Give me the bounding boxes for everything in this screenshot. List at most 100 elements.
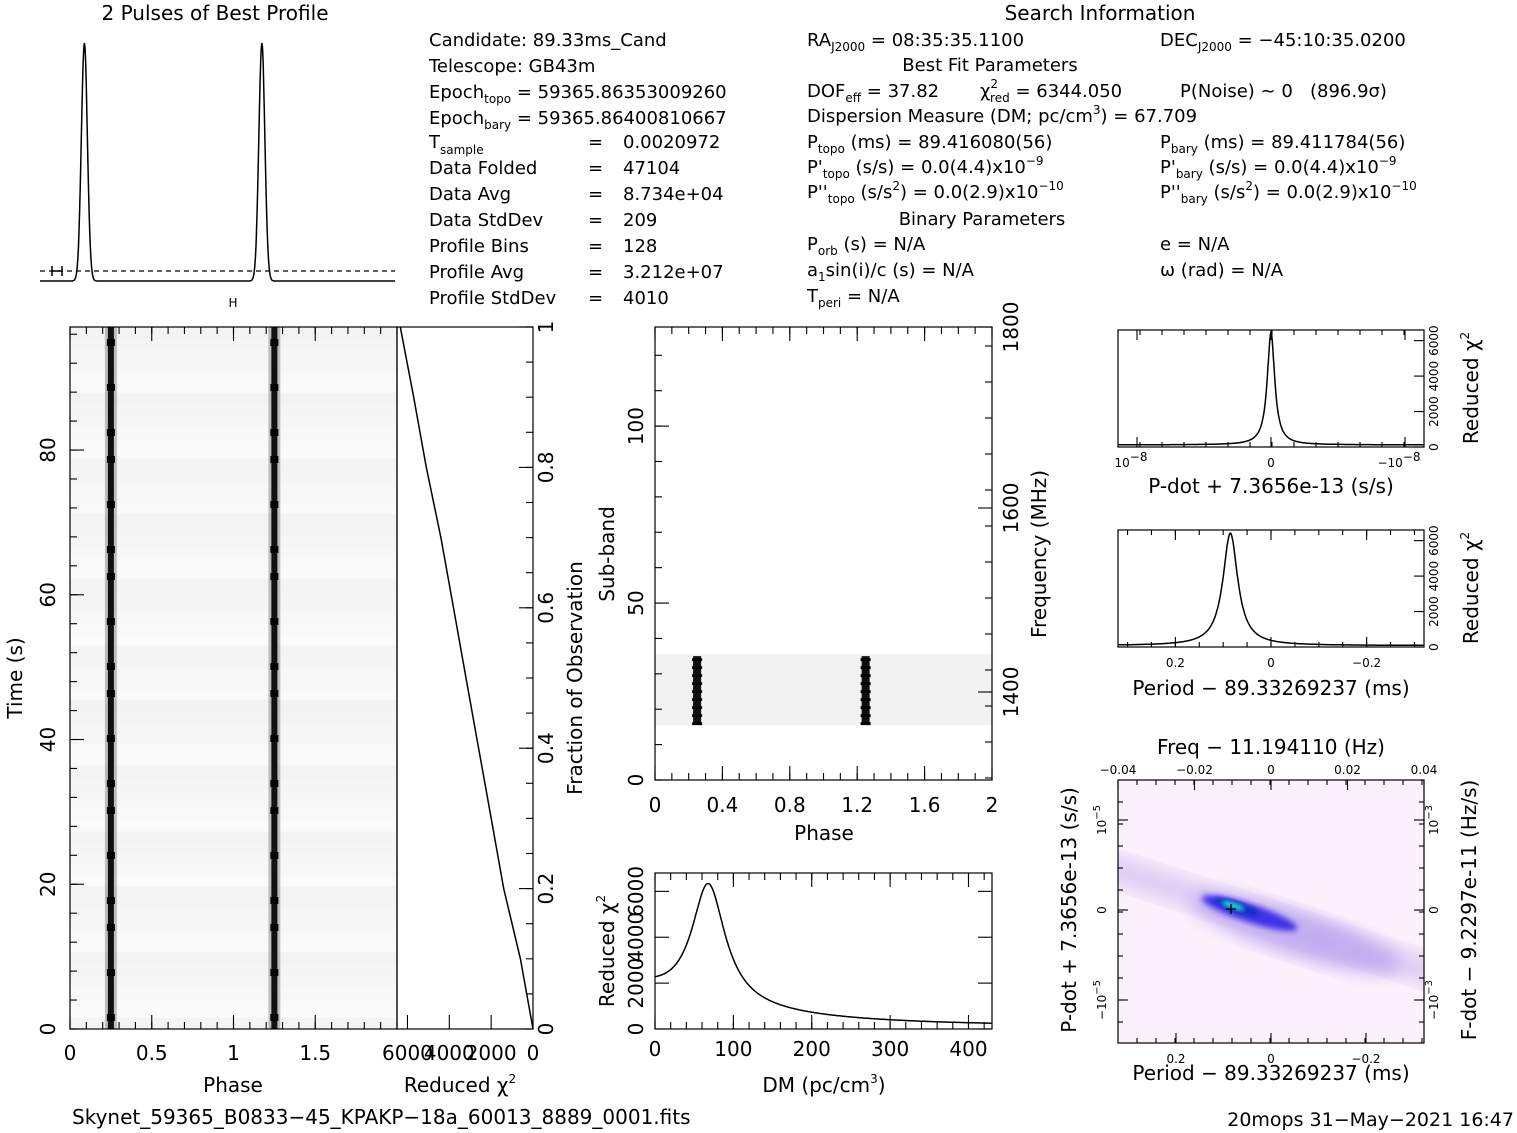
time-row-stripe bbox=[70, 579, 397, 591]
info-row-value: 3.212e+07 bbox=[623, 262, 724, 283]
pp-top-tick: 0.04 bbox=[1411, 763, 1438, 777]
time-phase-ticks: 0 0.5 1 1.5 0 20 40 60 80 bbox=[36, 327, 398, 1065]
pulse-segment bbox=[106, 690, 115, 697]
subband-pulse-segment bbox=[692, 706, 703, 710]
time-row-stripe bbox=[70, 678, 397, 690]
time-phase-ylabel: Time (s) bbox=[3, 637, 27, 719]
pulse-segment bbox=[106, 618, 115, 625]
pdot-xtick: −10−8 bbox=[1377, 450, 1420, 470]
fraction-obs-tick: 0.6 bbox=[534, 592, 558, 624]
pp-right-tick: 10−3 bbox=[1424, 805, 1441, 835]
subband-phase-panel: 0 0.4 0.8 1.2 1.6 2 0 50 100 1400 1600 1800 Phase S… bbox=[595, 302, 1051, 845]
time-row-stripe bbox=[70, 919, 397, 931]
period-chi-ticks: 0.2 0 −0.2 0 2000 4000 6000 bbox=[1127, 525, 1441, 670]
subband-pulse-segment bbox=[692, 674, 703, 678]
time-row-stripe bbox=[70, 787, 397, 800]
fraction-obs-tick: 0.2 bbox=[534, 873, 558, 905]
time-row-stripe bbox=[70, 392, 397, 405]
time-phase-ytick: 80 bbox=[36, 437, 60, 462]
time-row-stripe bbox=[70, 491, 397, 503]
pdot-bary-text: P'bary (s/s) = 0.0(4.4)x10−9 bbox=[1160, 154, 1397, 181]
time-phase-xtick: 1 bbox=[227, 1041, 240, 1065]
subband-pulse-segment bbox=[692, 658, 703, 662]
pp-top-tick: 0 bbox=[1267, 763, 1275, 777]
period-xtick: 0.2 bbox=[1166, 656, 1185, 670]
pulse-segment bbox=[270, 546, 279, 553]
pulse-segment bbox=[270, 384, 279, 391]
binary-title: Binary Parameters bbox=[899, 209, 1066, 230]
pulse-segment bbox=[106, 384, 115, 391]
time-row-stripe bbox=[70, 546, 397, 558]
pulse-segment bbox=[270, 501, 279, 508]
pdot-ylabel: Reduced χ2 bbox=[1458, 332, 1483, 444]
subband-xlabel: Phase bbox=[794, 821, 854, 845]
subband-pulse bbox=[861, 656, 870, 724]
info-row-value: 4010 bbox=[623, 288, 669, 309]
pp-xtick: 0 bbox=[1267, 1052, 1275, 1066]
pdot-chi-curve bbox=[1118, 329, 1424, 446]
candidate-text: Candidate: 89.33ms_Cand bbox=[429, 30, 667, 51]
pnoise-text: P(Noise) ~ 0 (896.9σ) bbox=[1180, 81, 1387, 102]
info-row-label: Data StdDev bbox=[429, 210, 544, 231]
info-row-eq: = bbox=[588, 262, 603, 283]
subband-pulse-segment bbox=[692, 666, 703, 670]
time-chi-xtick: 4000 bbox=[424, 1041, 475, 1065]
info-row-eq: = bbox=[588, 210, 603, 231]
pdot-xlabel: P-dot + 7.3656e-13 (s/s) bbox=[1148, 474, 1394, 498]
frequency-tick: 1800 bbox=[999, 302, 1023, 353]
info-row-eq: = bbox=[588, 184, 603, 205]
time-row-stripe bbox=[70, 370, 397, 383]
pulse-segment bbox=[106, 852, 115, 859]
frequency-tick: 1600 bbox=[999, 483, 1023, 534]
time-row-stripe bbox=[70, 524, 397, 536]
time-row-stripe bbox=[70, 568, 397, 580]
pulse-segment bbox=[270, 1014, 279, 1021]
period-chi-panel: 0.2 0 −0.2 0 2000 4000 6000 Period − 89.332692… bbox=[1117, 525, 1483, 700]
subband-pulse-segment bbox=[692, 690, 703, 694]
time-row-stripe bbox=[70, 963, 397, 975]
dm-ytick: 2000 bbox=[624, 958, 648, 1009]
time-row-stripe bbox=[70, 809, 397, 822]
time-row-stripe bbox=[70, 875, 397, 887]
period-xtick: −0.2 bbox=[1352, 656, 1381, 670]
time-row-stripe bbox=[70, 710, 397, 723]
pulse-segment bbox=[270, 924, 279, 931]
fdot-ylabel: F-dot − 9.2297e-11 (Hz/s) bbox=[1457, 780, 1481, 1041]
pp-left-tick: 0 bbox=[1095, 906, 1109, 914]
dm-xlabel: DM (pc/cm3) bbox=[762, 1072, 885, 1097]
pp-xtick: 0.2 bbox=[1166, 1052, 1185, 1066]
pulse-segment bbox=[270, 807, 279, 814]
time-row-stripe bbox=[70, 831, 397, 844]
pbary-text: Pbary (ms) = 89.411784(56) bbox=[1160, 132, 1405, 156]
pulse-segment bbox=[270, 618, 279, 625]
freq-toplabel: Freq − 11.194110 (Hz) bbox=[1157, 735, 1385, 759]
pulse-segment bbox=[106, 780, 115, 787]
period-ytick: 4000 bbox=[1427, 561, 1441, 592]
subband-pulse-segment bbox=[692, 714, 703, 718]
pdot-ytick: 4000 bbox=[1427, 361, 1441, 392]
p-pdot-best-marker bbox=[1226, 904, 1236, 914]
time-row-stripe bbox=[70, 842, 397, 854]
time-row-stripe bbox=[70, 513, 397, 525]
frequency-label: Frequency (MHz) bbox=[1027, 470, 1051, 638]
footer-timestamp: 20mops 31−May−2021 16:47 bbox=[1227, 1109, 1514, 1131]
tperi-text: Tperi = N/A bbox=[806, 286, 900, 310]
porb-text: Porb (s) = N/A bbox=[807, 234, 926, 258]
time-row-stripe bbox=[70, 699, 397, 712]
time-row-stripe bbox=[70, 952, 397, 964]
dm-xtick: 300 bbox=[871, 1037, 909, 1061]
time-row-stripe bbox=[70, 754, 397, 767]
subband-xtick: 0.8 bbox=[774, 793, 806, 817]
time-phase-xlabel: Phase bbox=[203, 1073, 263, 1097]
epoch-topo-text: Epochtopo = 59365.86353009260 bbox=[429, 82, 727, 106]
subband-signal-region bbox=[655, 654, 992, 726]
pulse-segment bbox=[270, 663, 279, 670]
time-phase-xtick: 0.5 bbox=[136, 1041, 168, 1065]
time-phase-panel: 0 0.5 1 1.5 0 20 40 60 80 H Phase Time (s) bbox=[3, 296, 398, 1097]
pulse-segment bbox=[106, 969, 115, 976]
info-left-column: Candidate: 89.33ms_Cand Telescope: GB43m… bbox=[428, 30, 727, 309]
